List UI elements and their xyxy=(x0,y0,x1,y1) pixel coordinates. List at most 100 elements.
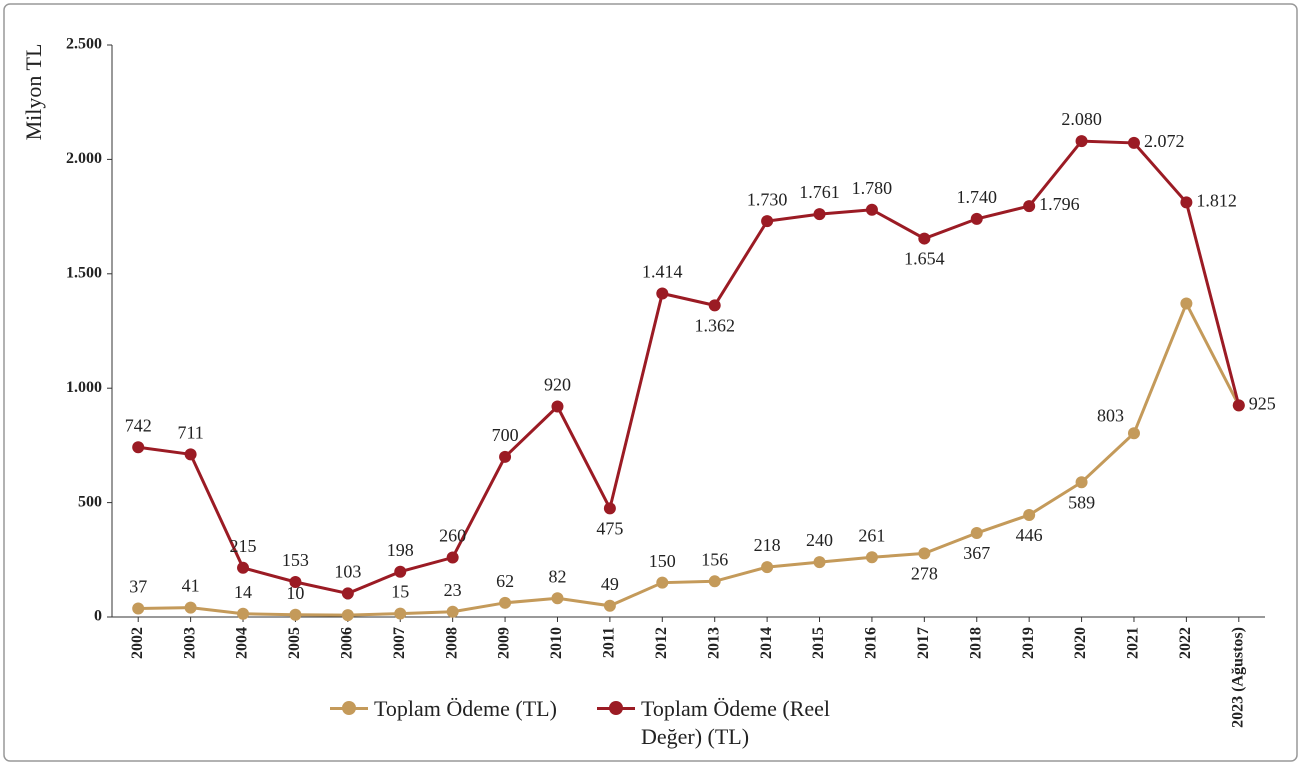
data-point xyxy=(341,587,354,600)
data-label: 278 xyxy=(911,564,938,584)
data-label: 367 xyxy=(963,543,990,563)
data-label: 103 xyxy=(334,562,361,582)
data-point xyxy=(1075,135,1088,148)
data-label: 1.761 xyxy=(799,182,840,202)
y-tick-label: 2.500 xyxy=(66,36,102,53)
x-tick-label: 2006 xyxy=(339,627,356,659)
data-point xyxy=(603,502,616,515)
x-tick-label: 2003 xyxy=(181,627,198,659)
data-point xyxy=(499,596,512,609)
data-point xyxy=(1127,136,1140,149)
data-label: 198 xyxy=(387,540,414,560)
x-tick-label: 2018 xyxy=(967,627,984,659)
data-label: 2.072 xyxy=(1144,131,1185,151)
data-point xyxy=(656,287,669,300)
x-tick-label: 2019 xyxy=(1020,627,1037,659)
data-label: 1.362 xyxy=(694,315,735,335)
data-label: 150 xyxy=(649,551,676,571)
data-label: 1.780 xyxy=(852,178,893,198)
data-label: 14 xyxy=(234,582,252,602)
y-tick-label: 1.000 xyxy=(66,379,102,396)
data-point xyxy=(1180,196,1193,209)
data-label: 41 xyxy=(182,576,200,596)
data-label: 37 xyxy=(129,577,147,597)
series-line xyxy=(138,299,1241,617)
data-label: 700 xyxy=(492,425,519,445)
data-point xyxy=(184,601,197,614)
data-point xyxy=(1127,427,1140,440)
data-label: 23 xyxy=(444,580,462,600)
data-label: 446 xyxy=(1016,525,1043,545)
data-point xyxy=(289,575,302,588)
data-label: 215 xyxy=(230,536,257,556)
data-point xyxy=(761,561,774,574)
data-label: 15 xyxy=(391,582,409,602)
x-tick-label: 2007 xyxy=(391,627,408,659)
data-label: 920 xyxy=(544,375,571,395)
data-label: 925 xyxy=(1249,393,1276,413)
data-point xyxy=(341,609,354,622)
data-point xyxy=(656,576,669,589)
data-point xyxy=(970,212,983,225)
data-point xyxy=(132,441,145,454)
legend-swatch xyxy=(330,695,368,721)
data-label: 82 xyxy=(548,566,566,586)
data-label: 261 xyxy=(858,525,885,545)
data-label: 62 xyxy=(496,571,514,591)
data-label: 1.740 xyxy=(957,187,998,207)
data-point xyxy=(708,575,721,588)
data-label: 1.812 xyxy=(1196,191,1237,211)
legend-label: Toplam Ödeme (Reel Değer) (TL) xyxy=(640,696,831,749)
data-point xyxy=(1075,476,1088,489)
data-label: 240 xyxy=(806,530,833,550)
data-label: 711 xyxy=(177,422,203,442)
data-point xyxy=(761,215,774,228)
data-point xyxy=(237,607,250,620)
data-point xyxy=(184,448,197,461)
data-point xyxy=(446,605,459,618)
x-tick-label: 2017 xyxy=(915,627,932,659)
data-label: 260 xyxy=(439,526,466,546)
data-label: 156 xyxy=(701,549,728,569)
x-tick-label: 2011 xyxy=(601,627,618,658)
x-tick-label: 2014 xyxy=(758,627,775,659)
data-point xyxy=(551,592,564,605)
data-point xyxy=(132,602,145,615)
x-tick-label: 2008 xyxy=(443,627,460,659)
data-point xyxy=(1232,399,1245,412)
data-point xyxy=(918,232,931,245)
data-label: 2.080 xyxy=(1061,109,1102,129)
x-tick-label: 2005 xyxy=(286,627,303,659)
data-point xyxy=(394,565,407,578)
data-label: 153 xyxy=(282,550,309,570)
data-label: 218 xyxy=(754,535,781,555)
x-tick-label: 2002 xyxy=(129,627,146,659)
data-point xyxy=(865,203,878,216)
data-point xyxy=(499,450,512,463)
legend-swatch xyxy=(596,695,635,721)
y-tick-label: 1.500 xyxy=(66,264,102,281)
data-point xyxy=(970,527,983,540)
x-tick-label: 2010 xyxy=(548,627,565,659)
data-label: 49 xyxy=(601,574,619,594)
data-label: 589 xyxy=(1068,492,1095,512)
data-label: 1.730 xyxy=(747,189,788,209)
data-label: 1.796 xyxy=(1039,194,1080,214)
x-tick-label: 2021 xyxy=(1125,627,1142,659)
data-label: 1.654 xyxy=(904,249,945,269)
data-label: 1.414 xyxy=(642,262,683,282)
legend-item: Toplam Ödeme (Reel Değer) (TL) xyxy=(596,695,841,751)
y-tick-label: 2.000 xyxy=(66,150,102,167)
data-point xyxy=(289,608,302,621)
data-point xyxy=(813,556,826,569)
data-point xyxy=(237,561,250,574)
data-point xyxy=(918,547,931,560)
y-tick-label: 0 xyxy=(94,608,102,625)
data-point xyxy=(603,599,616,612)
x-tick-label: 2022 xyxy=(1177,627,1194,659)
x-tick-label: 2023 (Ağustos) xyxy=(1229,627,1246,728)
data-point xyxy=(1023,508,1036,521)
x-tick-label: 2020 xyxy=(1072,627,1089,659)
